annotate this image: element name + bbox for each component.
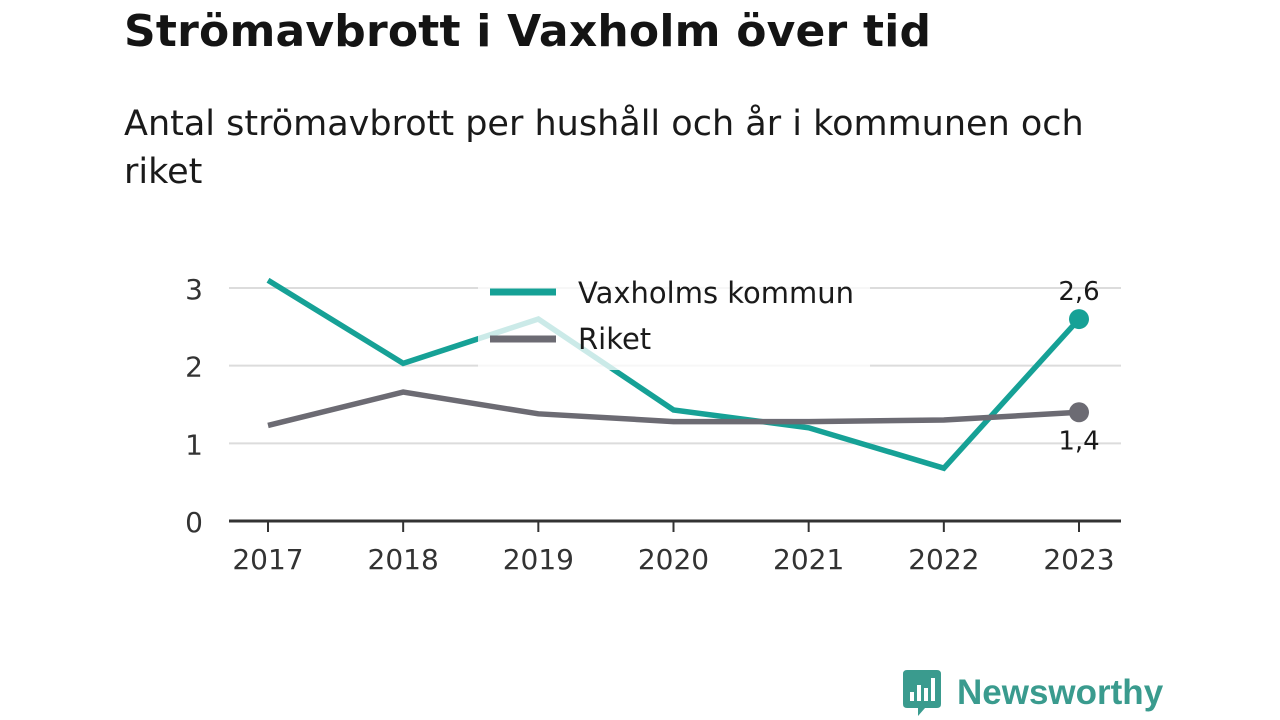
chart-subtitle: Antal strömavbrott per hushåll och år i … [124,104,1084,192]
end-point-marker [1069,309,1089,330]
newsworthy-logo: Newsworthy [903,670,1163,716]
bar-chart-speech-bubble-icon [903,670,941,716]
brand-name: Newsworthy [957,673,1164,712]
series-line [266,277,1082,472]
y-tick-label: 2 [185,351,203,384]
legend-label-riket: Riket [578,322,651,356]
x-tick-label: 2019 [503,543,574,576]
y-tick-label: 1 [185,428,203,461]
x-tick-label: 2023 [1043,543,1114,576]
y-tick-label: 0 [185,506,203,539]
x-tick-label: 2017 [232,543,303,576]
x-axis: 2017 2018 2019 2020 2021 2022 2023 [229,519,1121,576]
end-labels: 2,6 1,4 [1058,277,1099,456]
chart-title: Strömavbrott i Vaxholm över tid [124,6,932,57]
x-tick-label: 2022 [908,543,979,576]
series-riket [267,389,1089,429]
x-tick-label: 2020 [638,543,709,576]
legend: Vaxholms kommun Riket [478,262,870,370]
end-point-marker [1069,402,1089,423]
end-label-riket: 1,4 [1058,426,1099,456]
x-tick-label: 2018 [368,543,439,576]
series-vaxholms-kommun [266,277,1089,472]
legend-background [478,262,870,370]
end-label-vaxholms-kommun: 2,6 [1058,277,1099,307]
y-tick-label: 3 [185,273,203,306]
series-line [267,389,1080,429]
legend-label-vaxholms-kommun: Vaxholms kommun [578,276,854,310]
y-axis-ticks: 0 1 2 3 [185,273,203,539]
x-tick-label: 2021 [773,543,844,576]
